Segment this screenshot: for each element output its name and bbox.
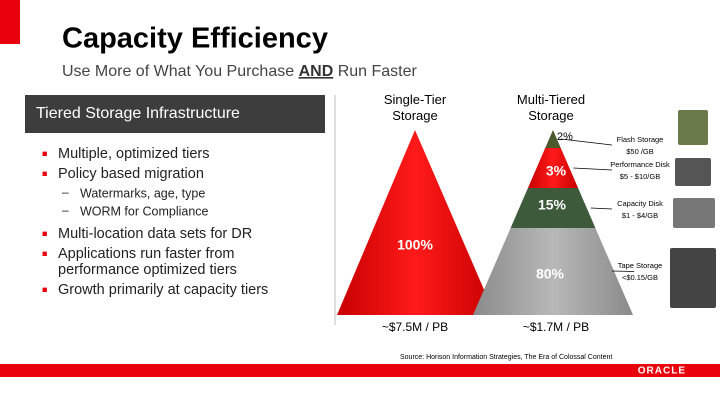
bullet-text: Watermarks, age, type bbox=[80, 186, 205, 200]
share-label: 100% bbox=[397, 237, 433, 253]
share-label: 3% bbox=[546, 163, 567, 179]
cost: ~$7.5M / PB bbox=[382, 320, 448, 334]
bullet-text: Growth primarily at capacity tiers bbox=[58, 282, 268, 298]
tier-band bbox=[473, 228, 633, 315]
leader bbox=[573, 167, 613, 171]
tier-band bbox=[510, 188, 596, 228]
tier-price: $5 - $10/GB bbox=[620, 172, 660, 181]
footer-bar bbox=[0, 364, 720, 377]
accent bbox=[0, 0, 20, 44]
logo: ORACLE bbox=[638, 366, 686, 377]
bullet-text: Multi-location data sets for DR bbox=[58, 226, 252, 242]
share-label: 2% bbox=[557, 131, 573, 143]
share-label: 80% bbox=[536, 266, 565, 282]
bullet-mark: ■ bbox=[42, 168, 47, 178]
leader bbox=[590, 207, 613, 210]
tier-name: Tape Storage bbox=[618, 261, 663, 270]
tier-price: $1 - $4/GB bbox=[622, 211, 658, 220]
bullet-text: WORM for Compliance bbox=[80, 204, 209, 218]
tier-name: Performance Disk bbox=[610, 160, 670, 169]
bullet-mark: ■ bbox=[42, 284, 47, 294]
single-tier-triangle bbox=[337, 130, 495, 315]
bullet-mark: – bbox=[62, 203, 69, 217]
tier-band bbox=[527, 148, 579, 188]
bullet-mark: ■ bbox=[42, 228, 47, 238]
share-label: 15% bbox=[538, 197, 567, 213]
hardware-image bbox=[670, 248, 716, 308]
bullet-text: Applications run faster from performance … bbox=[58, 246, 237, 278]
tier-name: Flash Storage bbox=[617, 135, 664, 144]
col-heading: Single-Tier Storage bbox=[384, 92, 447, 123]
hardware-image bbox=[675, 158, 711, 186]
tier-name: Capacity Disk bbox=[617, 199, 663, 208]
leader bbox=[560, 138, 613, 146]
source: Source: Horison Information Strategies, … bbox=[400, 354, 612, 361]
title: Capacity Efficiency bbox=[62, 23, 328, 55]
hardware-image bbox=[678, 110, 708, 145]
tier-price: $50 /GB bbox=[626, 147, 654, 156]
panel-heading: Tiered Storage Infrastructure bbox=[36, 105, 240, 122]
leader bbox=[611, 270, 635, 272]
bullet-mark: ■ bbox=[42, 148, 47, 158]
tier-price: <$0.15/GB bbox=[622, 273, 658, 282]
bullet-mark: – bbox=[62, 185, 69, 199]
bullet-text: Policy based migration bbox=[58, 166, 204, 182]
subtitle: Use More of What You Purchase AND Run Fa… bbox=[62, 63, 418, 80]
hardware-image bbox=[673, 198, 715, 228]
bullet-text: Multiple, optimized tiers bbox=[58, 146, 210, 162]
bullet-mark: ■ bbox=[42, 248, 47, 258]
panel-heading-box bbox=[25, 95, 325, 133]
tier-band bbox=[545, 130, 561, 148]
cost: ~$1.7M / PB bbox=[523, 320, 589, 334]
col-heading: Multi-Tiered Storage bbox=[517, 92, 585, 123]
